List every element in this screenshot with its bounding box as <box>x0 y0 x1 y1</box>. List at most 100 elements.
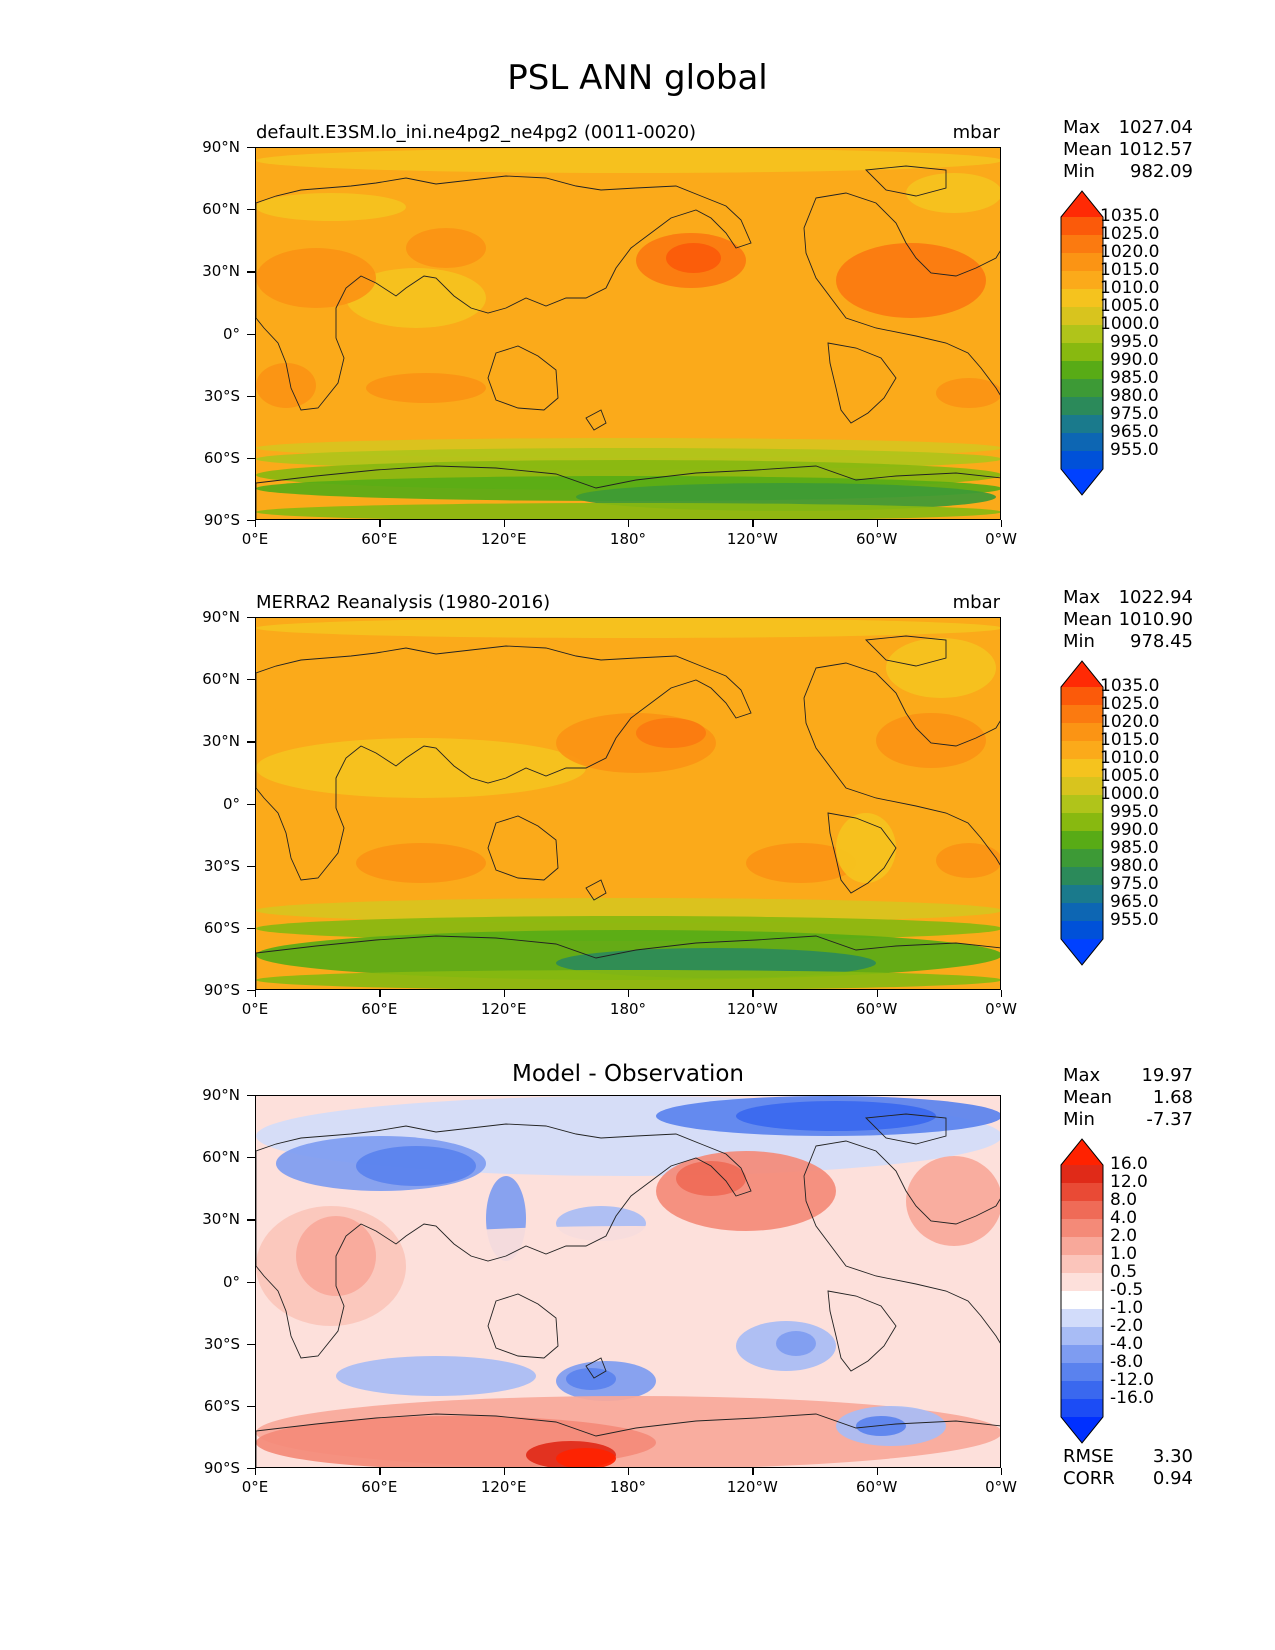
colorbar-tick-label: 980.0 <box>1110 386 1159 406</box>
colorbar-segment <box>1061 921 1103 939</box>
colorbar-tick-label: 990.0 <box>1110 350 1159 370</box>
map-obs <box>255 617 1001 990</box>
x-tick-mark <box>1001 990 1003 997</box>
colorbar-tick-label: 990.0 <box>1110 820 1159 840</box>
field-contour <box>876 713 986 768</box>
colorbar-tick-label: 980.0 <box>1110 856 1159 876</box>
colorbar-tick-label: 1035.0 <box>1100 676 1160 696</box>
y-tick-mark <box>247 209 255 211</box>
x-tick-label: 120°W <box>726 530 778 548</box>
x-tick-label: 60°E <box>361 1478 398 1496</box>
field-contour <box>906 173 1000 213</box>
field-contour <box>256 193 406 221</box>
colorbar-tick-label: 995.0 <box>1110 802 1159 822</box>
x-tick-label: 60°W <box>855 1478 898 1496</box>
panel-title-model: default.E3SM.lo_ini.ne4pg2_ne4pg2 (0011-… <box>256 122 697 143</box>
y-tick-label: 0° <box>222 324 240 343</box>
x-tick-label: 0°E <box>241 1000 269 1018</box>
y-tick-label: 90°N <box>202 608 240 626</box>
stat-mean: 1012.57 <box>1118 139 1193 160</box>
colorbar: 16.0 12.0 8.0 4.0 2.0 1.0 0.5 -0.5 -1.0 -2.0 -4.0-… <box>1060 1138 1154 1444</box>
y-tick-mark <box>247 803 255 805</box>
stat-min-label: Min <box>1063 161 1095 182</box>
y-tick-mark <box>247 679 255 681</box>
colorbar-segment <box>1061 397 1103 415</box>
coastline <box>827 1290 897 1372</box>
field-contour <box>256 970 1000 989</box>
colorbar-segment <box>1061 1237 1103 1255</box>
rmse-label: RMSE <box>1063 1446 1114 1467</box>
coastline <box>487 345 559 411</box>
coastline <box>256 645 752 881</box>
colorbar-outline <box>1060 1138 1104 1444</box>
coastline <box>803 192 1000 396</box>
stat-max-label: Max <box>1063 117 1101 138</box>
colorbar-tick-label: 1.0 <box>1110 1244 1138 1264</box>
x-tick-mark <box>255 1468 257 1475</box>
field-contour <box>906 1156 1000 1246</box>
colorbar-segment <box>1061 831 1103 849</box>
x-tick-mark <box>628 990 630 997</box>
field-contour <box>256 898 1000 923</box>
colorbar-tick-label: 975.0 <box>1110 874 1159 894</box>
colorbar-segment <box>1061 705 1103 723</box>
colorbar-tick-label: 8.0 <box>1110 1190 1138 1210</box>
x-tick-label: 0°E <box>241 530 269 548</box>
colorbar-tick-label: 1000.0 <box>1100 314 1160 334</box>
colorbar-tick-label: 16.0 <box>1110 1154 1148 1174</box>
x-tick-label: 120°E <box>480 1478 527 1496</box>
y-tick-label: 30°S <box>203 1334 240 1353</box>
colorbar-tick-label: -12.0 <box>1110 1370 1154 1390</box>
field-contour <box>356 843 486 883</box>
coastline <box>803 662 1000 866</box>
field-contour <box>776 1331 816 1356</box>
field-contour <box>346 268 486 328</box>
x-tick-mark <box>255 990 257 997</box>
x-tick-label: 120°W <box>726 1478 778 1496</box>
colorbar-segment <box>1061 1291 1103 1309</box>
x-tick-label: 180° <box>609 1478 647 1496</box>
field-contour <box>636 718 706 748</box>
colorbar-tick-label: 995.0 <box>1110 332 1159 352</box>
y-tick-mark <box>247 271 255 273</box>
colorbar: 1035.0 1025.0 1020.0 1015.0 1010.0 1005.0 1000… <box>1060 190 1159 496</box>
colorbar-extend-top <box>1061 661 1103 687</box>
panel-title-obs: MERRA2 Reanalysis (1980-2016) <box>256 592 551 613</box>
y-tick-label: 60°N <box>202 1148 240 1167</box>
x-tick-mark <box>876 520 878 527</box>
field-contour <box>736 1101 936 1131</box>
colorbar-extend-top <box>1061 191 1103 217</box>
x-tick-mark <box>876 990 878 997</box>
colorbar-tick-label: 1005.0 <box>1100 296 1160 316</box>
y-tick-mark <box>247 1281 255 1283</box>
colorbar-tick-label: 955.0 <box>1110 440 1159 460</box>
colorbar-segment <box>1061 1255 1103 1273</box>
x-tick-label: 60°E <box>361 1000 398 1018</box>
field-contour <box>256 248 376 308</box>
x-tick-mark <box>628 1468 630 1475</box>
field-contour <box>886 638 996 698</box>
colorbar-tick-label: 1010.0 <box>1100 278 1160 298</box>
colorbar-extend-bottom <box>1061 1417 1103 1443</box>
colorbar-tick-label: -4.0 <box>1110 1334 1144 1354</box>
stat-mean-label: Mean <box>1063 1087 1113 1108</box>
field-contour <box>556 1448 616 1467</box>
colorbar-segment <box>1061 1165 1103 1183</box>
rmse-value: 3.30 <box>1152 1446 1193 1467</box>
stat-max: 1027.04 <box>1118 117 1193 138</box>
x-tick-label: 60°W <box>855 1000 898 1018</box>
coastline <box>256 935 1000 989</box>
coastline <box>865 165 947 197</box>
y-tick-label: 90°S <box>203 1459 240 1477</box>
field-contour <box>406 228 486 268</box>
colorbar-tick-label: 985.0 <box>1110 838 1159 858</box>
map-diff <box>255 1095 1001 1468</box>
y-tick-label: 30°N <box>202 262 240 281</box>
colorbar-segment <box>1061 343 1103 361</box>
x-tick-label: 60°W <box>855 530 898 548</box>
y-tick-label: 30°S <box>203 856 240 875</box>
colorbar-segment <box>1061 777 1103 795</box>
field-contour <box>856 1416 906 1436</box>
x-tick-label: 60°E <box>361 530 398 548</box>
stats-box: Max 1027.04 Mean 1012.57 Min 982.09 <box>1063 117 1193 183</box>
